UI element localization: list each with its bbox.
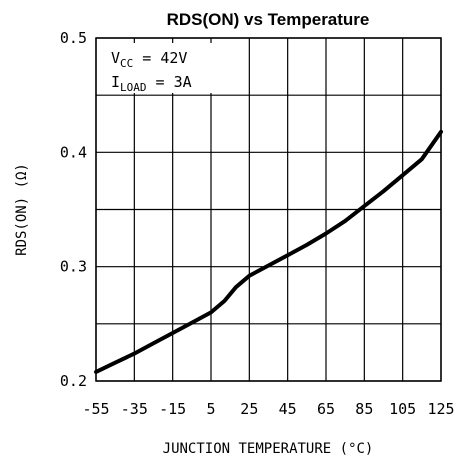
- annotation-vcc-value: = 42V: [133, 49, 187, 67]
- x-tick-label: -55: [82, 400, 109, 418]
- annotation-iload-subscript: LOAD: [120, 81, 147, 94]
- x-tick-label: 5: [206, 400, 215, 418]
- series-line-0: [94, 129, 443, 374]
- annotation-iload-value: = 3A: [147, 73, 192, 91]
- chart-title: RDS(ON) vs Temperature: [167, 10, 370, 29]
- annotation-vcc: VCC = 42V: [111, 49, 187, 70]
- x-tick-label: 65: [317, 400, 335, 418]
- x-tick-label: 85: [355, 400, 373, 418]
- x-tick-label: 25: [240, 400, 258, 418]
- y-tick-label: 0.4: [60, 143, 87, 161]
- x-tick-labels: -55 -35 -15 5 25 45 65 85 105 125: [82, 400, 454, 418]
- y-tick-label: 0.3: [60, 258, 87, 276]
- annotation-vcc-subscript: CC: [120, 57, 133, 70]
- annotation-iload: ILOAD = 3A: [111, 73, 192, 94]
- annotation-background: [99, 43, 222, 93]
- y-axis-label: RDS(ON) (Ω): [14, 163, 30, 256]
- y-tick-label: 0.2: [60, 372, 87, 390]
- annotation-vcc-symbol: V: [111, 49, 120, 67]
- x-tick-label: -15: [159, 400, 186, 418]
- y-tick-labels: 0.2 0.3 0.4 0.5: [60, 29, 87, 390]
- x-axis-label: JUNCTION TEMPERATURE (°C): [163, 441, 374, 457]
- x-tick-label: 45: [279, 400, 297, 418]
- series-layer: [94, 129, 443, 374]
- annotation-iload-symbol: I: [111, 73, 120, 91]
- x-tick-label: 125: [427, 400, 454, 418]
- conditions-annotation: VCC = 42V ILOAD = 3A: [99, 43, 222, 94]
- plot-frame: [95, 37, 442, 382]
- x-tick-label: -35: [121, 400, 148, 418]
- y-tick-label: 0.5: [60, 29, 87, 47]
- x-tick-label: 105: [389, 400, 416, 418]
